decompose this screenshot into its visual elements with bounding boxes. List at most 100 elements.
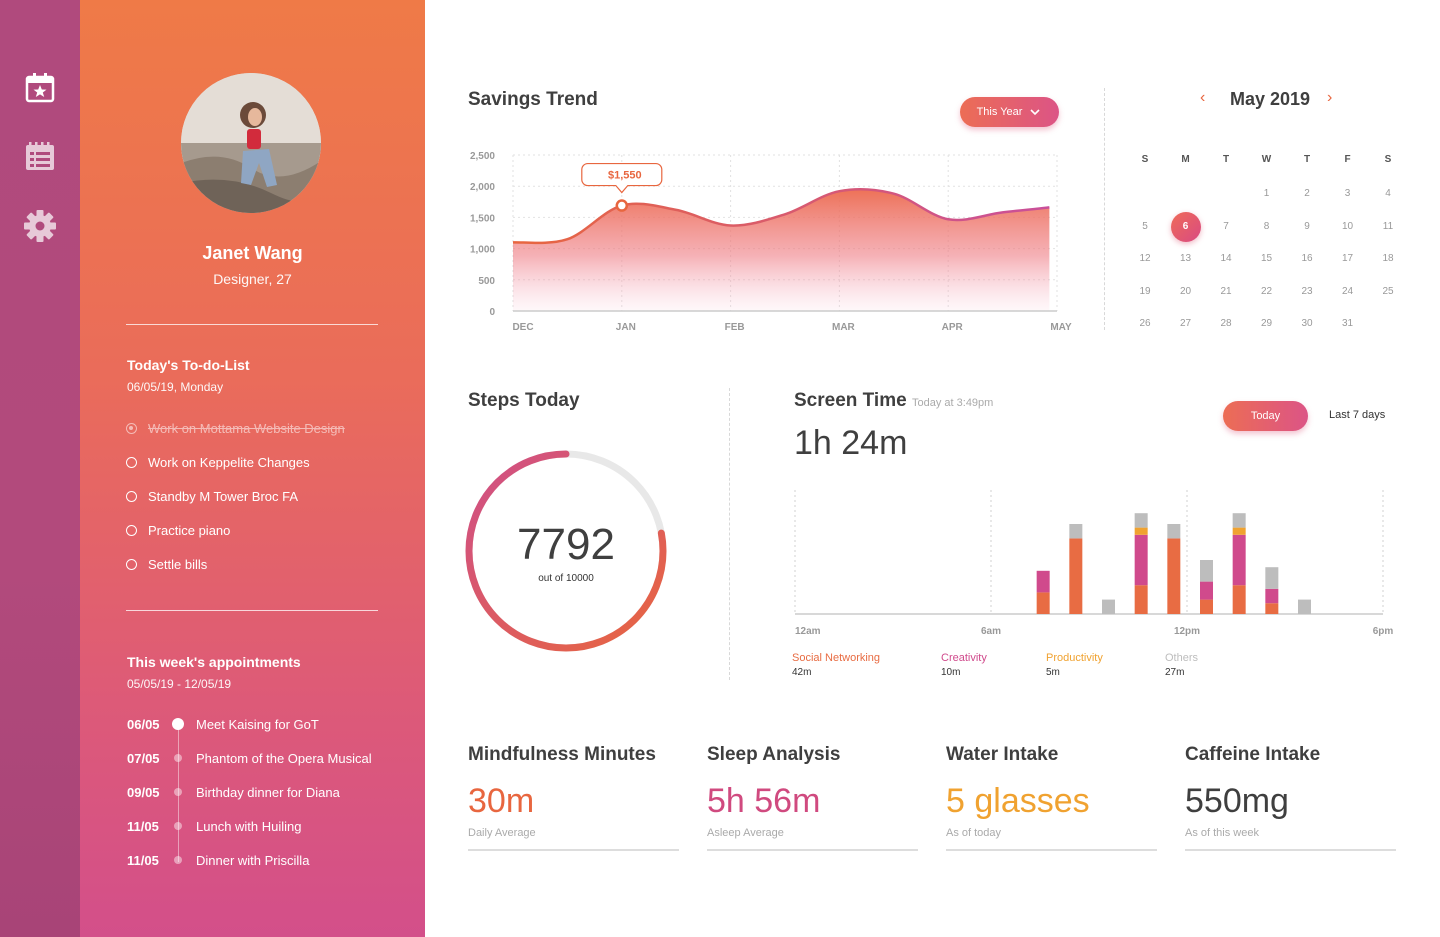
todo-title: Today's To-do-List xyxy=(127,357,250,373)
calendar-day[interactable]: 9 xyxy=(1304,220,1310,232)
avatar[interactable] xyxy=(181,73,321,213)
tab-last-7-days[interactable]: Last 7 days xyxy=(1329,409,1386,421)
checkbox-icon[interactable] xyxy=(126,422,137,434)
appointment-item[interactable]: 07/05 Phantom of the Opera Musical xyxy=(127,750,372,766)
steps-ring xyxy=(465,450,667,652)
calendar-day[interactable]: 26 xyxy=(1139,318,1151,329)
calendar-icon[interactable] xyxy=(22,70,58,106)
x-tick-label: FEB xyxy=(725,322,745,333)
todo-item[interactable]: Work on Mottama Website Design xyxy=(126,418,345,438)
stat-caffeine: Caffeine Intake 550mg As of this week xyxy=(1185,744,1396,851)
calendar-weekday: F xyxy=(1344,154,1351,165)
timeline-dot xyxy=(174,822,182,830)
steps-title: Steps Today xyxy=(468,390,580,411)
checkbox-icon[interactable] xyxy=(126,490,137,502)
calendar-day[interactable]: 3 xyxy=(1344,188,1351,199)
gear-icon[interactable] xyxy=(22,208,58,244)
todo-item[interactable]: Standby M Tower Broc FA xyxy=(126,486,298,506)
timeline-line xyxy=(178,722,179,862)
calendar-day[interactable]: 27 xyxy=(1179,318,1192,329)
y-tick-label: 2,500 xyxy=(470,151,495,162)
todo-item[interactable]: Settle bills xyxy=(126,554,207,574)
stat-sleep: Sleep Analysis 5h 56m Asleep Average xyxy=(707,744,918,851)
bar-segment-creativity xyxy=(1265,588,1279,604)
timeline-dot xyxy=(174,788,182,796)
next-month-button[interactable]: › xyxy=(1327,89,1333,106)
calendar-day[interactable]: 20 xyxy=(1179,285,1192,297)
calendar-day[interactable]: 18 xyxy=(1382,253,1394,264)
calendar-day[interactable]: 22 xyxy=(1260,285,1273,297)
calendar-day[interactable]: 14 xyxy=(1220,253,1232,264)
calendar-day[interactable]: 10 xyxy=(1341,220,1354,232)
checkbox-icon[interactable] xyxy=(126,558,137,570)
x-tick-label: DEC xyxy=(512,322,533,333)
calendar-day[interactable]: 19 xyxy=(1139,285,1151,297)
calendar-title: May 2019 xyxy=(1229,89,1311,109)
bar-segment-creativity xyxy=(1232,534,1246,586)
todo-date: 06/05/19, Monday xyxy=(127,380,224,394)
appointment-item[interactable]: 11/05 Lunch with Huiling xyxy=(127,818,302,834)
calendar-day[interactable]: 4 xyxy=(1385,188,1391,199)
annotation-marker xyxy=(615,199,629,212)
calendar-day[interactable]: 31 xyxy=(1341,318,1354,329)
calendar-day[interactable]: 11 xyxy=(1382,220,1394,232)
tab-today[interactable]: Today xyxy=(1223,401,1308,431)
calendar-day[interactable]: 16 xyxy=(1301,253,1313,264)
appointment-item[interactable]: 11/05 Dinner with Priscilla xyxy=(127,852,310,868)
savings-area xyxy=(513,189,1050,311)
calendar-day[interactable]: 24 xyxy=(1341,285,1354,297)
calendar-day[interactable]: 5 xyxy=(1142,220,1148,232)
todo-item[interactable]: Work on Keppelite Changes xyxy=(126,452,310,472)
x-tick-label: 6am xyxy=(981,626,1001,637)
calendar-day[interactable]: 7 xyxy=(1223,220,1229,232)
calendar-weekday: S xyxy=(1384,154,1392,165)
calendar-day[interactable]: 15 xyxy=(1260,253,1273,264)
bar-segment-others xyxy=(1134,513,1148,528)
screen-time-chart: 12am 6am 12pm 6pm xyxy=(794,490,1393,637)
calendar-weekday: M xyxy=(1181,154,1190,165)
calendar-day[interactable]: 17 xyxy=(1341,253,1354,264)
calendar-day[interactable]: 28 xyxy=(1220,318,1232,329)
divider xyxy=(126,324,378,325)
checkbox-icon[interactable] xyxy=(126,456,137,468)
checkbox-icon[interactable] xyxy=(126,524,137,536)
user-role: Designer, 27 xyxy=(213,271,292,287)
calendar-day[interactable]: 30 xyxy=(1301,318,1313,329)
icon-rail xyxy=(0,0,80,937)
calendar-day[interactable]: 25 xyxy=(1382,285,1394,297)
calendar-day[interactable]: 12 xyxy=(1139,253,1151,264)
bar-segment-creativity xyxy=(1134,534,1148,586)
calendar-day[interactable]: 13 xyxy=(1179,253,1192,264)
bar-segment-social xyxy=(1069,538,1083,614)
savings-line xyxy=(512,187,1050,245)
bar-segment-others xyxy=(1200,560,1213,582)
bar-segment-others xyxy=(1265,567,1279,589)
annotation-label: $1,550 xyxy=(608,170,642,182)
calendar-day[interactable]: 29 xyxy=(1260,318,1273,329)
bar-segment-social xyxy=(1232,585,1246,614)
calendar-day-selected[interactable]: 6 xyxy=(1170,211,1201,242)
legend-others: Others 27m xyxy=(1165,652,1199,678)
steps-goal: out of 10000 xyxy=(538,573,594,584)
bar-segment-productivity xyxy=(1232,527,1246,535)
appointment-item[interactable]: 06/05 Meet Kaising for GoT xyxy=(127,716,319,732)
todo-item[interactable]: Practice piano xyxy=(126,520,230,540)
calendar-day[interactable]: 8 xyxy=(1263,220,1270,232)
bar-segment-social xyxy=(1036,592,1050,614)
year-filter-dropdown[interactable]: This Year xyxy=(960,97,1059,127)
legend-productivity: Productivity 5m xyxy=(1046,652,1103,678)
x-tick-label: 12am xyxy=(795,626,821,637)
prev-month-button[interactable]: ‹ xyxy=(1200,89,1206,106)
bar-segment-social xyxy=(1200,599,1213,614)
bar-segment-others xyxy=(1069,524,1083,539)
x-tick-label: JAN xyxy=(616,322,636,333)
x-tick-label: 12pm xyxy=(1174,626,1200,637)
steps-value: 7792 xyxy=(517,520,615,569)
notes-icon[interactable] xyxy=(22,139,58,175)
calendar-day[interactable]: 1 xyxy=(1263,188,1270,199)
user-name: Janet Wang xyxy=(202,243,303,263)
calendar-day[interactable]: 2 xyxy=(1304,188,1310,199)
calendar-day[interactable]: 21 xyxy=(1220,285,1232,297)
calendar-day[interactable]: 23 xyxy=(1301,285,1313,297)
appointment-item[interactable]: 09/05 Birthday dinner for Diana xyxy=(127,784,340,800)
